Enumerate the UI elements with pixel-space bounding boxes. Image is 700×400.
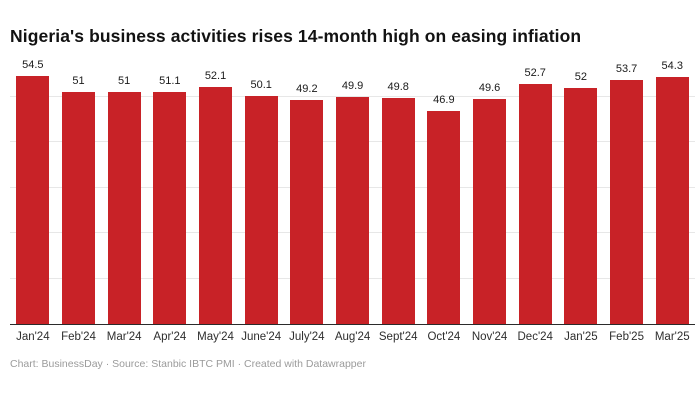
x-axis-label: Apr'24 [153, 331, 187, 343]
bar-value-label: 49.8 [387, 80, 409, 93]
bar [473, 98, 506, 324]
bar-column: 51 [101, 75, 147, 324]
bar-column: 52.7 [512, 67, 558, 324]
x-axis-label: Mar'24 [106, 331, 142, 343]
bar [290, 100, 324, 324]
plot-area: 54.5 51 51 51.1 52.1 50.1 49.2 49.9 49.8 46.9 49.6… [10, 59, 695, 325]
bar [16, 76, 50, 324]
bar-value-label: 52 [574, 70, 588, 83]
x-axis-label: Oct'24 [427, 331, 461, 343]
x-axis-labels: Jan'24 Feb'24 Mar'24 Apr'24 May'24 June'24 Jul… [10, 331, 695, 343]
x-axis-label: Mar'25 [654, 331, 690, 343]
bar [381, 97, 415, 324]
x-axis-label: June'24 [241, 331, 282, 343]
bar-column: 52 [558, 71, 604, 324]
bar-value-label: 49.9 [341, 80, 364, 93]
bar [199, 87, 232, 324]
bar [153, 91, 187, 324]
bar-value-label: 51 [118, 75, 131, 88]
bar-value-label: 51.1 [159, 74, 181, 87]
x-axis-label: Sept'24 [378, 331, 418, 343]
x-axis-label: Aug'24 [334, 331, 371, 343]
bars-container: 54.5 51 51 51.1 52.1 50.1 49.2 49.9 49.8 46.9 49.6… [10, 59, 695, 324]
bar-column: 54.3 [649, 60, 695, 324]
x-axis-line [10, 324, 695, 325]
x-axis-label: May'24 [197, 331, 234, 343]
bar-column: 54.5 [10, 59, 56, 324]
bar [610, 79, 643, 324]
x-axis-label: Feb'25 [609, 331, 644, 343]
bar-column: 46.9 [421, 94, 467, 324]
bar [336, 97, 369, 324]
bar-column: 49.6 [467, 82, 513, 324]
bar-value-label: 51 [72, 75, 85, 88]
bar [427, 110, 461, 324]
x-axis-label: Nov'24 [471, 331, 508, 343]
bar-value-label: 54.5 [22, 59, 44, 72]
bar-value-label: 49.2 [296, 83, 318, 96]
bar-value-label: 52.1 [204, 70, 227, 83]
bar-column: 51 [56, 75, 102, 324]
x-axis-label: Jan'25 [564, 331, 598, 343]
x-axis-label: Jan'24 [16, 331, 50, 343]
chart-title: Nigeria's business activities rises 14-m… [10, 26, 582, 46]
bar-column: 50.1 [238, 79, 284, 324]
bar-value-label: 49.6 [478, 81, 501, 94]
bar-column: 49.2 [284, 83, 330, 324]
bar [244, 96, 278, 324]
bar-value-label: 46.9 [433, 93, 455, 106]
x-axis-label: Feb'24 [61, 331, 96, 343]
bar [564, 87, 598, 324]
x-axis-label: July'24 [289, 331, 325, 343]
bar [107, 92, 141, 324]
bar-value-label: 50.1 [250, 79, 272, 92]
gridline-50 [10, 95, 695, 97]
bar-column: 51.1 [147, 75, 193, 324]
bar-value-label: 52.7 [524, 67, 546, 80]
chart-footer: Chart: BusinessDay · Source: Stanbic IBT… [10, 358, 366, 370]
bar [62, 92, 95, 324]
bar-column: 52.1 [193, 70, 239, 324]
bar [518, 84, 552, 324]
bar-column: 49.8 [375, 81, 421, 324]
bar-column: 49.9 [330, 80, 376, 324]
x-axis-label: Dec'24 [517, 331, 553, 343]
bar-value-label: 54.3 [661, 60, 683, 73]
bar-column: 53.7 [604, 63, 650, 324]
bar [655, 77, 689, 324]
bar-value-label: 53.7 [615, 62, 638, 75]
